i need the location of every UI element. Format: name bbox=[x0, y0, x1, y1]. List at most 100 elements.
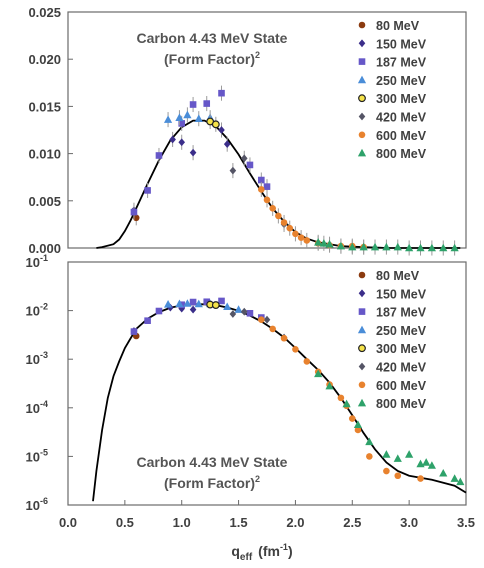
data-point bbox=[427, 243, 436, 252]
subtitle-text: (Form Factor) bbox=[164, 475, 255, 491]
data-point bbox=[450, 243, 459, 252]
xlabel-main: q bbox=[231, 543, 240, 559]
data-point bbox=[383, 467, 390, 475]
data-point bbox=[211, 120, 220, 129]
legend-label: 600 MeV bbox=[376, 379, 427, 393]
x-tick-label: 3.0 bbox=[400, 515, 418, 530]
data-point bbox=[194, 114, 203, 122]
data-point bbox=[178, 120, 186, 127]
data-point bbox=[218, 297, 225, 305]
subtitle-superscript: 2 bbox=[255, 50, 260, 60]
data-point bbox=[203, 100, 211, 107]
data-point bbox=[144, 317, 151, 324]
y-tick-exponent: -1 bbox=[40, 253, 48, 263]
data-point bbox=[269, 205, 276, 212]
data-point bbox=[314, 369, 323, 378]
data-point bbox=[167, 303, 174, 312]
xlabel-unit: (fm bbox=[258, 543, 280, 559]
data-point bbox=[169, 135, 176, 144]
data-point bbox=[178, 138, 186, 147]
subtitle-text: (Form Factor) bbox=[164, 51, 255, 67]
data-point bbox=[258, 176, 265, 184]
legend-marker bbox=[358, 308, 366, 315]
subtitle-superscript: 2 bbox=[255, 474, 260, 484]
legend-marker bbox=[358, 271, 366, 279]
y-tick-label: 10-1 bbox=[26, 253, 48, 270]
data-point bbox=[353, 420, 363, 428]
legend-label: 250 MeV bbox=[376, 324, 427, 338]
y-tick-exponent: -4 bbox=[40, 399, 48, 409]
data-point bbox=[416, 243, 425, 252]
legend-label: 420 MeV bbox=[376, 111, 427, 125]
data-point bbox=[211, 301, 220, 309]
data-point bbox=[163, 299, 173, 308]
data-point bbox=[286, 224, 294, 232]
y-tick-base: 10 bbox=[26, 304, 40, 319]
data-point bbox=[319, 238, 328, 247]
y-tick-base: 10 bbox=[26, 498, 40, 513]
legend-marker bbox=[358, 112, 366, 121]
data-point bbox=[263, 315, 271, 324]
data-point bbox=[183, 299, 192, 307]
data-point bbox=[342, 399, 351, 408]
legend-label: 187 MeV bbox=[376, 56, 427, 70]
data-point bbox=[246, 309, 254, 317]
data-point bbox=[292, 345, 299, 353]
legend-label: 250 MeV bbox=[376, 74, 427, 88]
legend-marker bbox=[357, 398, 367, 407]
data-point bbox=[292, 230, 299, 238]
data-point bbox=[194, 299, 203, 308]
data-point bbox=[417, 475, 424, 482]
y-tick-base: 10 bbox=[26, 352, 40, 367]
data-point bbox=[175, 299, 184, 308]
data-point bbox=[130, 328, 138, 335]
legend-label: 300 MeV bbox=[376, 342, 427, 356]
data-point bbox=[263, 196, 271, 204]
data-point bbox=[365, 437, 374, 446]
x-axis: 0.0 0.5 1.0 1.5 2.0 2.5 3.0 3.5 qeff (fm-1) bbox=[59, 500, 475, 563]
data-point bbox=[240, 307, 248, 316]
data-point bbox=[275, 212, 282, 220]
data-point bbox=[132, 214, 140, 222]
data-point bbox=[297, 234, 305, 241]
y-tick-label: 10-3 bbox=[26, 350, 48, 367]
plot-frame bbox=[67, 11, 467, 249]
data-point bbox=[229, 310, 237, 318]
xlabel-unit-superscript: -1 bbox=[280, 542, 288, 552]
data-point bbox=[382, 450, 391, 458]
data-point bbox=[189, 298, 197, 306]
legend-label: 600 MeV bbox=[376, 129, 427, 143]
y-tick-label: 0.000 bbox=[28, 241, 61, 256]
data-point bbox=[269, 325, 276, 333]
legend-marker bbox=[358, 21, 366, 29]
data-point bbox=[354, 426, 362, 434]
chart-subtitle: (Form Factor)2 bbox=[164, 474, 260, 491]
data-point bbox=[218, 89, 225, 97]
data-point bbox=[359, 242, 368, 251]
data-point bbox=[427, 461, 436, 469]
data-point bbox=[303, 237, 311, 244]
data-point bbox=[314, 238, 323, 246]
data-point bbox=[348, 415, 356, 422]
data-point bbox=[223, 302, 232, 311]
y-tick-exponent: -3 bbox=[40, 350, 48, 360]
y-tick-exponent: -5 bbox=[40, 447, 48, 457]
data-point bbox=[218, 126, 225, 134]
legend-marker bbox=[357, 325, 367, 334]
y-tick-label: 0.015 bbox=[28, 99, 61, 114]
data-point bbox=[348, 242, 357, 251]
legend-marker bbox=[358, 289, 366, 298]
x-tick-label: 1.5 bbox=[230, 515, 248, 530]
y-tick-exponent: -6 bbox=[40, 496, 48, 506]
data-point bbox=[263, 183, 271, 190]
y-tick-label: 0.010 bbox=[28, 147, 61, 162]
data-point bbox=[337, 394, 345, 402]
data-point bbox=[405, 243, 414, 252]
data-point bbox=[393, 454, 402, 462]
legend-label: 80 MeV bbox=[376, 19, 420, 33]
data-point bbox=[450, 474, 459, 482]
data-point bbox=[258, 316, 265, 323]
x-axis-title: qeff (fm-1) bbox=[231, 542, 292, 563]
